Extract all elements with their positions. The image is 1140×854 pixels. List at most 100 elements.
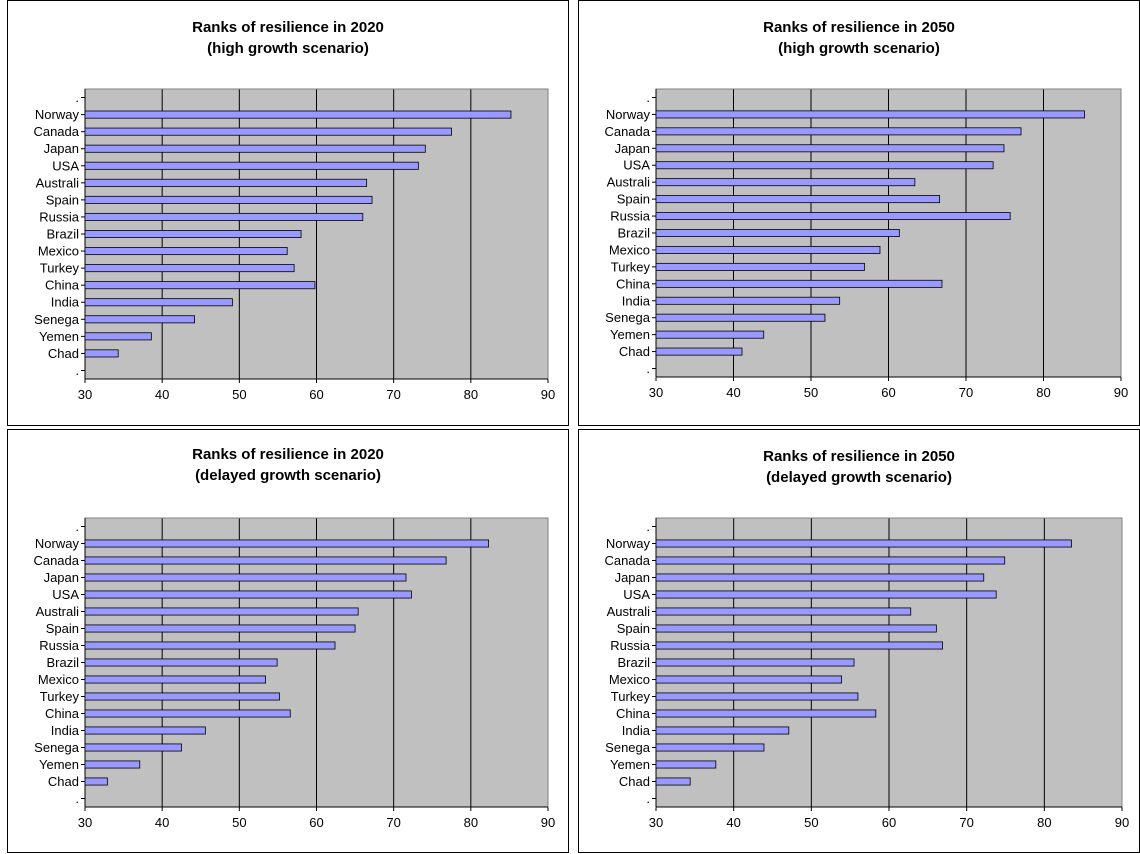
bar-russia [84,641,336,650]
bar-norway [655,539,1072,548]
y-tick-label: Norway [606,536,651,551]
x-tick-label: 60 [882,815,896,830]
y-tick-label: Mexico [38,672,79,687]
x-tick-label: 50 [804,815,818,830]
bar-canada [84,556,447,565]
y-tick-label: USA [52,587,79,602]
x-tick-label: 40 [155,815,169,830]
x-tick-label: 70 [959,815,973,830]
x-tick-label: 60 [881,385,895,400]
y-tick-label: USA [52,158,79,173]
x-tick-label: 90 [1114,385,1128,400]
y-tick-label-bottom: . [75,791,79,806]
x-tick-label: 90 [541,815,555,830]
y-tick-label: Brazil [46,655,79,670]
bar-japan [655,573,985,582]
bar-india [84,726,206,735]
y-tick-label: Australi [36,175,79,190]
y-tick-label: Brazil [617,655,650,670]
chart-title-line2: (delayed growth scenario) [195,467,381,484]
x-tick-label: 80 [1037,815,1051,830]
bar-chart-2050-delayed: 30 40 50 60 70 80 90. Norway Canada Japan USA Austr… [604,517,1129,830]
y-tick-label: Australi [36,604,79,619]
bar-canada [84,127,452,136]
bar-brazil [655,229,900,237]
y-tick-label-bottom: . [646,791,650,806]
y-tick-label: Mexico [609,672,650,687]
bar-japan [655,144,1005,153]
bar-turkey [84,692,280,701]
bar-norway [655,110,1085,119]
y-tick-label: Russia [610,209,651,224]
bar-mexico [655,675,843,684]
y-tick-label: Japan [44,570,79,585]
bar-chad [84,349,119,358]
bar-chart-2050-high: 30 40 50 60 70 80 90. Norway Canada Japan USA Austr… [604,88,1128,400]
y-tick-label: Canada [33,124,79,139]
y-tick-label: Yemen [610,327,650,342]
y-tick-label: China [616,276,651,291]
bar-turkey [655,262,865,271]
bar-usa [84,590,412,599]
y-tick-label: Japan [615,141,650,156]
y-tick-label: Turkey [611,259,651,274]
y-tick-label: Norway [35,107,80,122]
y-tick-label: USA [623,158,650,173]
y-tick-label: Russia [39,209,80,224]
x-tick-label: 30 [649,385,663,400]
x-tick-label: 50 [232,815,246,830]
chart-title-line1: Ranks of resilience in 2050 [763,448,955,465]
x-tick-label: 30 [649,815,663,830]
y-tick-label: China [616,706,651,721]
x-tick-label: 70 [959,385,973,400]
y-tick-label: Chad [48,774,79,789]
bar-australi [655,607,912,616]
y-tick-label: Brazil [46,227,79,242]
y-tick-label: Senega [34,312,80,327]
y-tick-label: Spain [46,621,79,636]
y-tick-label: Japan [44,141,79,156]
y-tick-label: Russia [610,638,651,653]
bar-spain [84,195,373,204]
y-tick-label: Turkey [611,689,651,704]
bar-spain [655,624,937,633]
x-tick-label: 70 [386,815,400,830]
x-tick-label: 70 [386,387,400,402]
bar-india [655,296,841,305]
y-tick-label: Spain [617,192,650,207]
y-tick-label: Senega [34,740,80,755]
y-tick-label: Australi [607,604,650,619]
x-tick-label: 30 [78,387,92,402]
bar-australi [84,607,359,616]
bar-yemen [655,760,717,769]
y-tick-label: Turkey [40,261,80,276]
bar-usa [84,161,419,170]
bar-senega [84,743,182,752]
bar-japan [84,573,407,582]
x-tick-label: 80 [1036,385,1050,400]
x-tick-label: 40 [726,815,740,830]
y-tick-label: Spain [617,621,650,636]
bar-india [655,726,790,735]
chart-title-line1: Ranks of resilience in 2020 [192,19,384,36]
x-tick-label: 40 [155,387,169,402]
y-tick-label: India [622,293,651,308]
bar-brazil [84,230,302,238]
bar-brazil [655,658,855,667]
y-tick-label: Yemen [39,757,79,772]
y-tick-label: Norway [606,107,651,122]
y-tick-label: Mexico [38,244,79,259]
x-tick-label: 60 [309,387,323,402]
bar-yemen [655,330,765,339]
bar-india [84,298,233,307]
bar-australi [655,178,916,187]
y-tick-label: Russia [39,638,80,653]
y-tick-label: Yemen [610,757,650,772]
bar-australi [84,178,368,187]
bar-mexico [655,245,881,254]
bar-norway [84,110,512,119]
y-tick-label: Canada [33,553,79,568]
bar-china [84,709,291,718]
chart-panel-2020-delayed: Ranks of resilience in 2020 (delayed gro… [7,429,569,853]
chart-title-line2: (high growth scenario) [778,40,940,57]
